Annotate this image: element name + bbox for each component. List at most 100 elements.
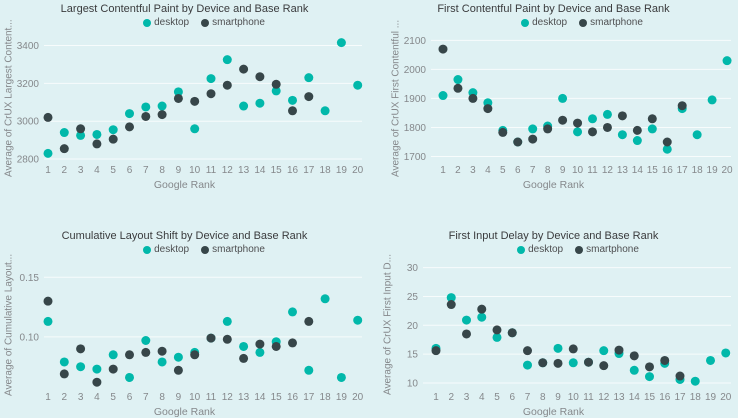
data-point-smartphone[interactable]	[438, 44, 448, 54]
legend-item-desktop[interactable]: desktop	[143, 17, 189, 28]
data-point-smartphone[interactable]	[492, 325, 502, 335]
data-point-smartphone[interactable]	[677, 101, 687, 111]
data-point-desktop[interactable]	[645, 372, 654, 382]
data-point-desktop[interactable]	[477, 312, 487, 322]
data-point-desktop[interactable]	[76, 362, 86, 372]
data-point-smartphone[interactable]	[477, 304, 487, 314]
data-point-smartphone[interactable]	[513, 137, 523, 147]
legend-item-smartphone[interactable]: smartphone	[201, 244, 265, 255]
data-point-desktop[interactable]	[76, 130, 86, 140]
data-point-smartphone[interactable]	[468, 93, 478, 103]
data-point-smartphone[interactable]	[206, 89, 216, 99]
data-point-smartphone[interactable]	[304, 316, 314, 326]
data-point-smartphone[interactable]	[173, 93, 183, 103]
data-point-desktop[interactable]	[304, 73, 314, 83]
data-point-desktop[interactable]	[288, 307, 297, 317]
data-point-desktop[interactable]	[599, 346, 609, 356]
data-point-desktop[interactable]	[222, 316, 232, 326]
data-point-desktop[interactable]	[157, 357, 167, 367]
data-point-smartphone[interactable]	[190, 96, 200, 106]
data-point-smartphone[interactable]	[538, 358, 548, 368]
data-point-desktop[interactable]	[141, 336, 151, 345]
data-point-smartphone[interactable]	[543, 124, 553, 134]
data-point-smartphone[interactable]	[288, 338, 297, 348]
data-point-smartphone[interactable]	[206, 333, 216, 343]
data-point-smartphone[interactable]	[239, 353, 249, 363]
data-point-smartphone[interactable]	[647, 114, 657, 124]
data-point-smartphone[interactable]	[141, 347, 151, 357]
data-point-desktop[interactable]	[92, 129, 102, 139]
data-point-smartphone[interactable]	[288, 106, 297, 116]
data-point-desktop[interactable]	[190, 124, 200, 134]
data-point-desktop[interactable]	[255, 98, 265, 108]
data-point-desktop[interactable]	[523, 360, 532, 370]
data-point-smartphone[interactable]	[675, 371, 685, 381]
data-point-desktop[interactable]	[304, 365, 314, 375]
data-point-smartphone[interactable]	[558, 115, 568, 125]
data-point-desktop[interactable]	[706, 355, 715, 365]
legend-item-smartphone[interactable]: smartphone	[579, 17, 643, 28]
legend-item-desktop[interactable]: desktop	[521, 17, 567, 28]
data-point-desktop[interactable]	[59, 357, 69, 367]
data-point-smartphone[interactable]	[304, 92, 314, 102]
data-point-smartphone[interactable]	[614, 345, 624, 355]
data-point-smartphone[interactable]	[59, 144, 69, 154]
data-point-desktop[interactable]	[692, 130, 702, 140]
data-point-smartphone[interactable]	[222, 80, 232, 90]
data-point-desktop[interactable]	[43, 148, 53, 158]
data-point-smartphone[interactable]	[141, 111, 151, 121]
data-point-desktop[interactable]	[141, 102, 151, 112]
data-point-desktop[interactable]	[662, 144, 672, 154]
data-point-smartphone[interactable]	[660, 355, 670, 365]
data-point-desktop[interactable]	[92, 364, 102, 374]
data-point-smartphone[interactable]	[431, 346, 441, 356]
data-point-smartphone[interactable]	[92, 377, 102, 387]
data-point-desktop[interactable]	[353, 315, 363, 325]
data-point-desktop[interactable]	[173, 352, 183, 362]
data-point-smartphone[interactable]	[617, 111, 627, 121]
data-point-desktop[interactable]	[320, 294, 330, 304]
data-point-smartphone[interactable]	[453, 83, 463, 93]
data-point-smartphone[interactable]	[632, 125, 642, 135]
data-point-desktop[interactable]	[288, 95, 297, 105]
data-point-desktop[interactable]	[239, 101, 249, 111]
data-point-desktop[interactable]	[438, 91, 448, 101]
data-point-smartphone[interactable]	[76, 344, 86, 354]
data-point-smartphone[interactable]	[584, 357, 593, 367]
data-point-desktop[interactable]	[173, 87, 183, 97]
legend-item-desktop[interactable]: desktop	[143, 244, 189, 255]
data-point-desktop[interactable]	[271, 86, 281, 96]
data-point-smartphone[interactable]	[125, 122, 134, 132]
data-point-desktop[interactable]	[125, 372, 134, 382]
data-point-smartphone[interactable]	[588, 127, 597, 137]
data-point-smartphone[interactable]	[157, 110, 167, 120]
data-point-smartphone[interactable]	[462, 329, 471, 339]
data-point-desktop[interactable]	[255, 347, 265, 357]
data-point-desktop[interactable]	[588, 114, 597, 124]
data-point-smartphone[interactable]	[108, 364, 118, 374]
data-point-desktop[interactable]	[157, 101, 167, 111]
data-point-smartphone[interactable]	[523, 346, 532, 356]
data-point-desktop[interactable]	[553, 343, 563, 353]
data-point-desktop[interactable]	[721, 348, 731, 358]
data-point-desktop[interactable]	[629, 365, 639, 375]
data-point-desktop[interactable]	[617, 130, 627, 140]
data-point-desktop[interactable]	[43, 316, 53, 326]
data-point-desktop[interactable]	[528, 124, 538, 134]
data-point-smartphone[interactable]	[255, 339, 265, 349]
data-point-smartphone[interactable]	[662, 137, 672, 147]
data-point-smartphone[interactable]	[157, 346, 167, 356]
data-point-smartphone[interactable]	[108, 134, 118, 144]
data-point-desktop[interactable]	[558, 93, 568, 103]
data-point-smartphone[interactable]	[507, 328, 517, 338]
legend-item-desktop[interactable]: desktop	[517, 244, 563, 255]
data-point-smartphone[interactable]	[271, 79, 281, 89]
data-point-desktop[interactable]	[690, 376, 700, 386]
data-point-smartphone[interactable]	[568, 344, 578, 354]
data-point-smartphone[interactable]	[43, 296, 53, 306]
data-point-smartphone[interactable]	[222, 334, 232, 344]
data-point-smartphone[interactable]	[573, 118, 583, 128]
data-point-smartphone[interactable]	[239, 64, 249, 74]
data-point-desktop[interactable]	[462, 315, 471, 325]
data-point-smartphone[interactable]	[271, 341, 281, 351]
